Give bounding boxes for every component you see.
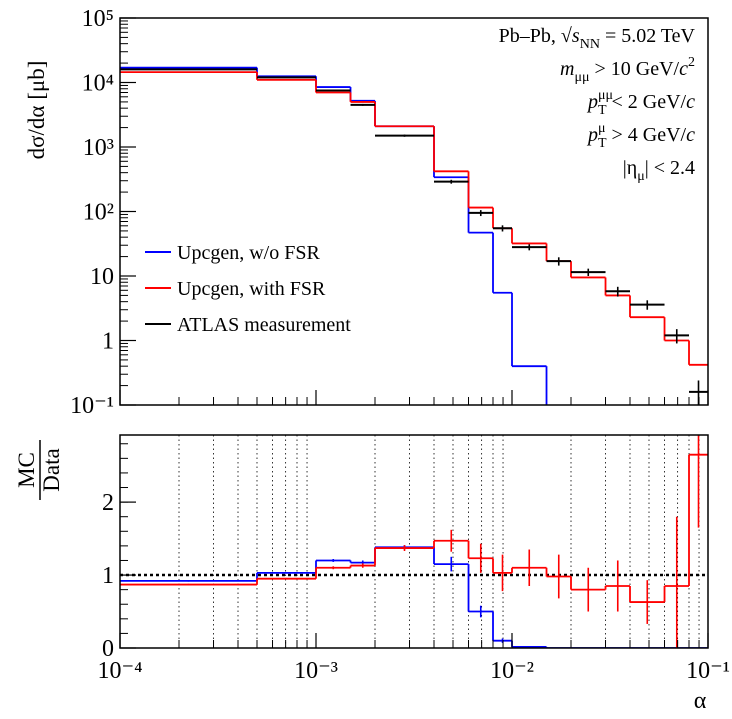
annotation-part: s [572,25,580,47]
axes: 10⁻¹ 1 10 10² 10³ 10⁴ 10⁵ 10⁻⁴ 10⁻³ 10⁻² 10⁻¹ 0 1 2 [70,6,730,684]
annotation-part: T [598,136,607,151]
annotation-part: > 10 GeV/ [590,58,680,80]
y-tick-label: 10² [83,200,114,226]
annotation-part: < 2 GeV/ [607,91,687,113]
x-tick-label: 10⁻³ [294,658,338,684]
annotation-part: |η [623,157,637,179]
annotation-part: c [686,91,695,113]
y-tick-label: 10 [90,264,114,290]
x-axis-label: α [694,688,707,714]
top-plot-area [120,66,708,405]
annotation-part: c [686,124,695,146]
annotation-part: c [679,58,688,80]
annotation: Pb–Pb, √sNN = 5.02 TeV [499,25,696,52]
ratio-denominator: Data [39,448,64,491]
bottom-plot-area [120,435,708,648]
annotation-part: p [586,124,598,146]
annotation-part: p [586,91,598,113]
annotation: pμμ T < 2 GeV/c [586,88,695,118]
bottom-frame [119,434,709,649]
annotation-part: | < 2.4 [645,157,695,179]
annotation: pμ T > 4 GeV/c [586,121,695,151]
annotation-part: Pb–Pb, √ [499,25,572,47]
annotation: |ημ| < 2.4 [623,157,695,184]
annotation-part: μμ [598,88,613,103]
top-frame [119,17,709,406]
x-tick-label: 10⁻⁴ [97,658,142,684]
y-tick-label: 10³ [83,135,114,161]
y-tick-label: 0 [102,636,114,662]
annotation-part: μ [637,169,645,184]
annotation-part: μμ [574,70,589,85]
y-axis-label: dσ/dα [μb] [24,61,49,160]
annotation-part: 2 [688,55,695,70]
y-tick-label: 2 [102,490,114,516]
y-tick-label: 10⁴ [82,71,114,97]
x-tick-label: 10⁻¹ [686,658,730,684]
annotation-part: T [598,103,607,118]
annotation-part: m [560,58,574,80]
x-tick-label: 10⁻² [490,658,534,684]
annotation: mμμ > 10 GeV/c2 [560,55,695,85]
y-tick-label: 10⁵ [82,6,114,32]
legend-label: Upcgen, with FSR [177,278,326,300]
y-tick-label: 1 [102,563,114,589]
annotation-part: > 4 GeV/ [607,124,687,146]
legend-label: Upcgen, w/o FSR [177,242,320,264]
ratio-label: MC Data [14,440,64,500]
y-tick-label: 10⁻¹ [70,393,114,419]
annotation-part: NN [580,37,600,52]
legend-label: ATLAS measurement [177,314,351,336]
ratio-numerator: MC [14,452,39,488]
annotation-part: μ [598,121,606,136]
annotation-part: = 5.02 TeV [600,25,696,47]
y-tick-label: 1 [102,329,114,355]
